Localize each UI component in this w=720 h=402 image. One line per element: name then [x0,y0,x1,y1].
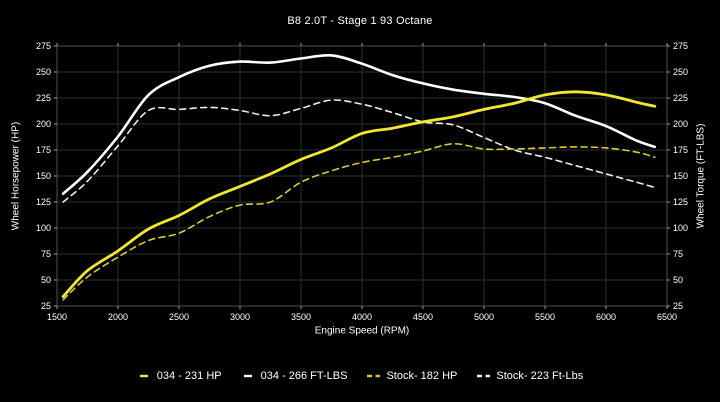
legend-label: 034 - 266 FT-LBS [260,370,348,382]
y-tick-label-right: 275 [673,41,688,51]
y-tick-label-left: 250 [36,67,51,77]
x-tick-label: 1500 [47,312,67,322]
y-tick-label-right: 125 [673,197,688,207]
x-tick-label: 2000 [108,312,128,322]
x-tick-label: 5500 [535,312,555,322]
legend-label: Stock- 182 HP [386,370,458,382]
series-curve-2 [62,142,656,301]
legend-item-2: Stock- 182 HP [366,370,457,382]
legend-item-0: 034 - 231 HP [137,370,222,382]
y-tick-label-right: 175 [673,145,688,155]
x-axis-label: Engine Speed (RPM) [314,325,410,337]
x-tick-label: 5000 [474,312,494,322]
x-tick-label: 3000 [230,312,250,322]
y-axis-label-right: Wheel Torque (FT-LBS) [695,123,707,229]
y-tick-label-left: 25 [41,301,51,311]
y-tick-label-right: 250 [673,67,688,77]
legend-marker-solid [139,374,148,378]
chart-title: B8 2.0T - Stage 1 93 Octane [287,15,433,27]
y-tick-label-left: 50 [41,275,51,285]
y-tick-label-right: 225 [673,93,688,103]
legend-marker-dashed [477,374,491,378]
y-tick-label-right: 200 [673,119,688,129]
y-tick-label-right: 100 [673,223,688,233]
chart-legend: 034 - 231 HP 034 - 266 FT-LBS Stock- 182 H… [0,366,720,386]
x-tick-label: 4000 [352,312,372,322]
series-curve-1 [61,53,657,195]
y-tick-label-left: 200 [36,119,51,129]
y-tick-label-right: 75 [673,249,683,259]
legend-item-1: 034 - 266 FT-LBS [241,370,348,382]
x-tick-label: 3500 [291,312,311,322]
y-tick-label-left: 275 [36,41,51,51]
x-tick-label: 6000 [596,312,616,322]
y-tick-label-left: 150 [36,171,51,181]
y-tick-label-left: 175 [36,145,51,155]
y-tick-label-left: 100 [36,223,51,233]
x-tick-label: 6500 [657,312,677,322]
y-tick-label-right: 25 [673,301,683,311]
legend-label: Stock- 223 Ft-Lbs [496,370,584,382]
legend-marker-solid [243,374,252,378]
y-tick-label-left: 75 [41,249,51,259]
x-tick-label: 4500 [413,312,433,322]
x-tick-label: 2500 [169,312,189,322]
y-tick-label-right: 150 [673,171,688,181]
y-tick-label-left: 125 [36,197,51,207]
y-axis-label-left: Wheel Horsepower (HP) [10,121,22,231]
series-curve-0 [61,90,657,298]
series-curve-3 [62,99,656,203]
legend-marker-dashed [367,374,381,378]
y-tick-label-left: 225 [36,93,51,103]
legend-item-3: Stock- 223 Ft-Lbs [476,370,583,382]
y-tick-label-right: 50 [673,275,683,285]
legend-label: 034 - 231 HP [156,370,222,382]
